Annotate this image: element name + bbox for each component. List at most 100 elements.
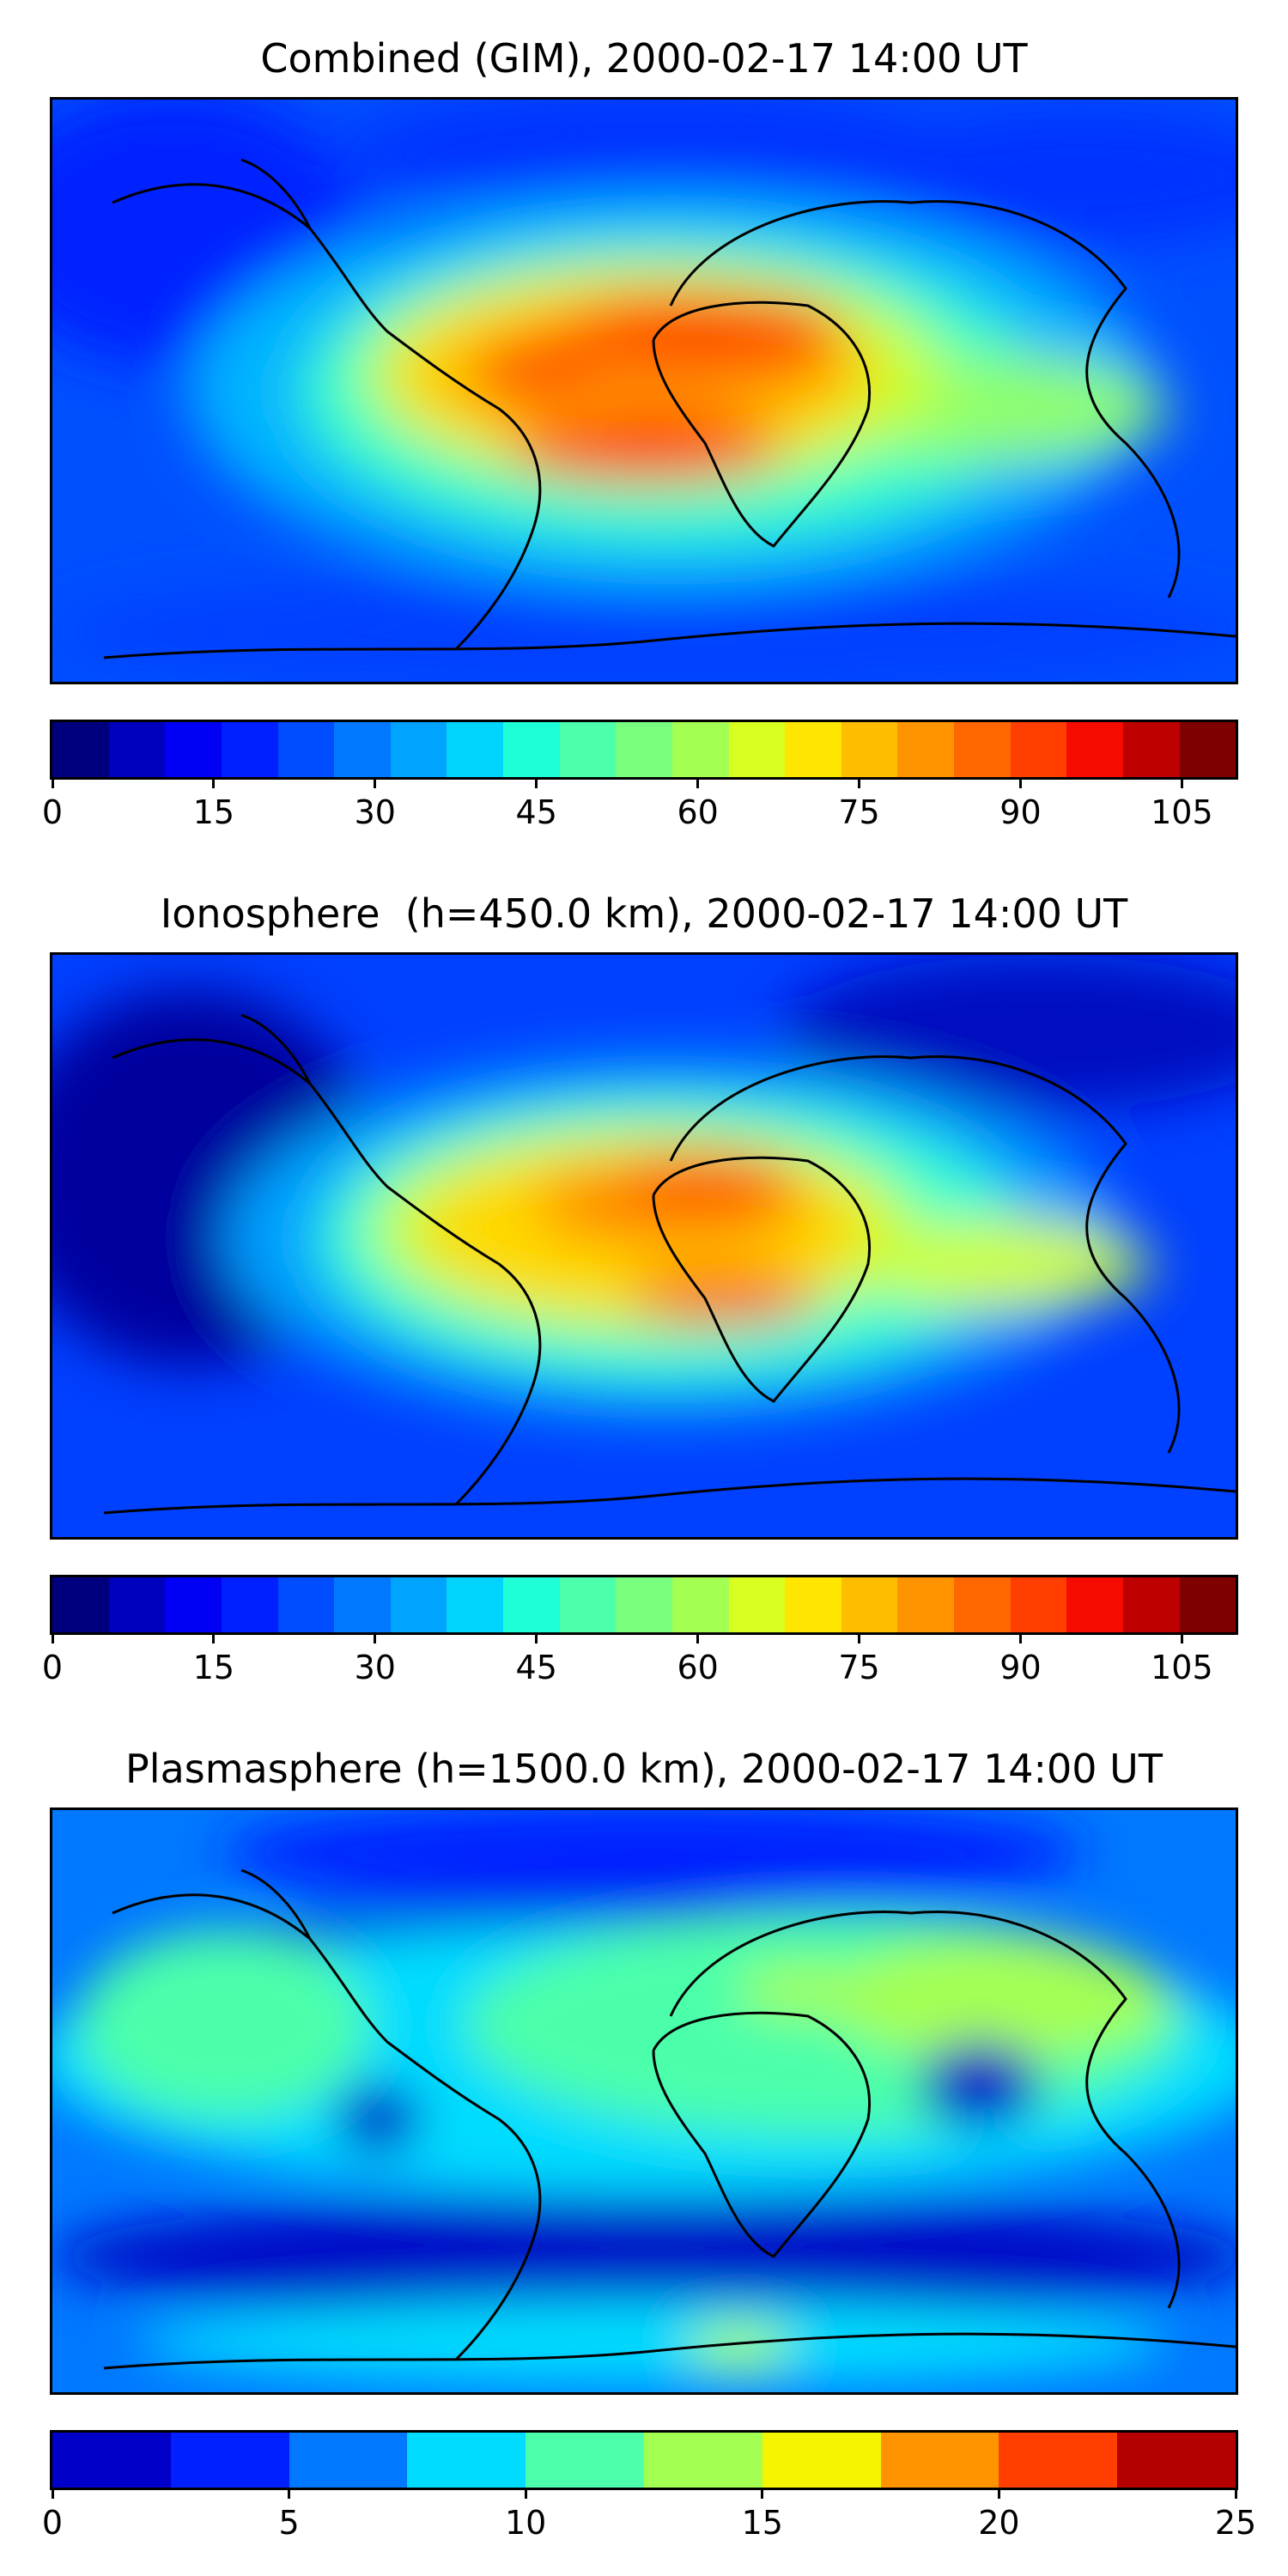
- colorbar-segment: [407, 2433, 526, 2488]
- colorbar-segment: [390, 1577, 447, 1632]
- colorbar-tick-label: 15: [192, 793, 235, 831]
- colorbar-segment: [221, 722, 278, 777]
- colorbar-segment: [1066, 722, 1123, 777]
- colorbar-tick-label: 105: [1151, 793, 1213, 831]
- colorbar-tick-label: 60: [677, 1649, 719, 1686]
- contour-map-ionosphere: [52, 955, 1236, 1537]
- panel-title-combined: Combined (GIM), 2000-02-17 14:00 UT: [260, 35, 1028, 82]
- colorbar-segment: [643, 2433, 762, 2488]
- colorbar-tick-mark: [1018, 1635, 1022, 1643]
- colorbar-tick-label: 10: [505, 2504, 547, 2542]
- colorbar-tick-mark: [1180, 780, 1183, 788]
- colorbar-segment: [1122, 722, 1180, 777]
- colorbar-segment: [841, 1577, 898, 1632]
- colorbar-tick-mark: [696, 1635, 700, 1643]
- colorbar-segment: [277, 1577, 335, 1632]
- coastline-antarctica: [103, 1477, 1236, 1515]
- colorbar-segment: [52, 722, 109, 777]
- colorbar-segment: [954, 722, 1011, 777]
- colorbar-segment: [221, 1577, 278, 1632]
- colorbar-segment: [671, 1577, 729, 1632]
- coastline-africa-eurasia: [652, 1054, 1181, 1454]
- colorbar-tick-label: 0: [41, 2504, 64, 2542]
- colorbar-tick-mark: [524, 2490, 527, 2499]
- colorbar-segment: [108, 1577, 166, 1632]
- colorbar-segment: [671, 722, 729, 777]
- colorbar-tick-mark: [288, 2490, 291, 2499]
- colorbar-ticks-plasmasphere: 0 5 10 15 20 25: [42, 2490, 1256, 2542]
- colorbar-tick-mark: [374, 780, 377, 788]
- colorbar-segment: [559, 1577, 617, 1632]
- colorbar-segment: [390, 722, 447, 777]
- colorbar-segment: [1066, 1577, 1123, 1632]
- colorbar-segment: [559, 722, 617, 777]
- colorbar-tick-label: 15: [192, 1649, 235, 1686]
- colorbar-segment: [277, 722, 335, 777]
- coastline-antarctica: [103, 2332, 1236, 2370]
- coastline-americas: [112, 1013, 542, 1506]
- colorbar-tick-mark: [51, 2490, 54, 2499]
- colorbar-segment: [503, 1577, 560, 1632]
- colorbar-segment: [785, 722, 841, 777]
- colorbar-segment: [841, 722, 898, 777]
- colorbar-segment: [1122, 1577, 1180, 1632]
- colorbar-segment: [526, 2433, 644, 2488]
- colorbar-tick-label: 5: [278, 2504, 300, 2542]
- colorbar-segment: [1179, 722, 1236, 777]
- colorbar-segment: [1117, 2433, 1236, 2488]
- colorbar-segment: [728, 722, 786, 777]
- colorbar-tick-label: 90: [999, 793, 1042, 831]
- coastline-americas: [112, 158, 542, 651]
- colorbar-tick-mark: [858, 780, 861, 788]
- colorbar-segment: [785, 1577, 841, 1632]
- colorbar-tick-mark: [1180, 1635, 1183, 1643]
- colorbar-segment: [616, 722, 672, 777]
- colorbar-tick-mark: [696, 780, 700, 788]
- colorbar-segment: [1010, 722, 1067, 777]
- colorbar-segment: [616, 1577, 672, 1632]
- colorbar-segment: [289, 2433, 408, 2488]
- coastline-americas: [112, 1868, 542, 2361]
- colorbar-tick-label: 75: [838, 793, 880, 831]
- colorbar-ticks-ionosphere: 0 15 30 45 60 75 90 105: [42, 1635, 1238, 1686]
- colorbar-ticks-combined: 0 15 30 45 60 75 90 105: [42, 780, 1238, 831]
- colorbar-tick-mark: [997, 2490, 1000, 2499]
- map-panel-ionosphere: [50, 952, 1238, 1540]
- colorbar-segment: [108, 722, 166, 777]
- colorbar-segment: [503, 722, 560, 777]
- colorbar-combined: [50, 720, 1238, 780]
- contour-map-plasmasphere: [52, 1810, 1236, 2392]
- colorbar-tick-mark: [374, 1635, 377, 1643]
- colorbar-tick-mark: [51, 1635, 54, 1643]
- coastline-africa-eurasia: [652, 199, 1181, 598]
- colorbar-segment: [897, 722, 954, 777]
- colorbar-tick-label: 25: [1214, 2504, 1257, 2542]
- colorbar-tick-mark: [761, 2490, 764, 2499]
- coastline-africa-eurasia: [652, 1910, 1181, 2309]
- colorbar-segment: [999, 2433, 1118, 2488]
- colorbar-segment: [954, 1577, 1011, 1632]
- colorbar-tick-mark: [535, 1635, 538, 1643]
- colorbar-tick-label: 45: [515, 1649, 557, 1686]
- colorbar-ionosphere: [50, 1575, 1238, 1635]
- colorbar-tick-mark: [1234, 2490, 1237, 2499]
- colorbar-tick-mark: [212, 780, 216, 788]
- colorbar-segment: [165, 722, 222, 777]
- colorbar-segment: [897, 1577, 954, 1632]
- colorbar-tick-mark: [212, 1635, 216, 1643]
- colorbar-tick-label: 30: [354, 793, 396, 831]
- colorbar-segment: [334, 722, 391, 777]
- colorbar-segment: [728, 1577, 786, 1632]
- colorbar-tick-label: 0: [41, 793, 64, 831]
- colorbar-tick-label: 75: [838, 1649, 880, 1686]
- colorbar-tick-label: 20: [978, 2504, 1020, 2542]
- colorbar-tick-label: 0: [41, 1649, 64, 1686]
- colorbar-segment: [165, 1577, 222, 1632]
- colorbar-segment: [447, 722, 503, 777]
- colorbar-tick-label: 30: [354, 1649, 396, 1686]
- coastline-antarctica: [103, 622, 1236, 659]
- contour-map-combined: [52, 100, 1236, 682]
- colorbar-segment: [52, 1577, 109, 1632]
- colorbar-tick-mark: [535, 780, 538, 788]
- colorbar-tick-mark: [858, 1635, 861, 1643]
